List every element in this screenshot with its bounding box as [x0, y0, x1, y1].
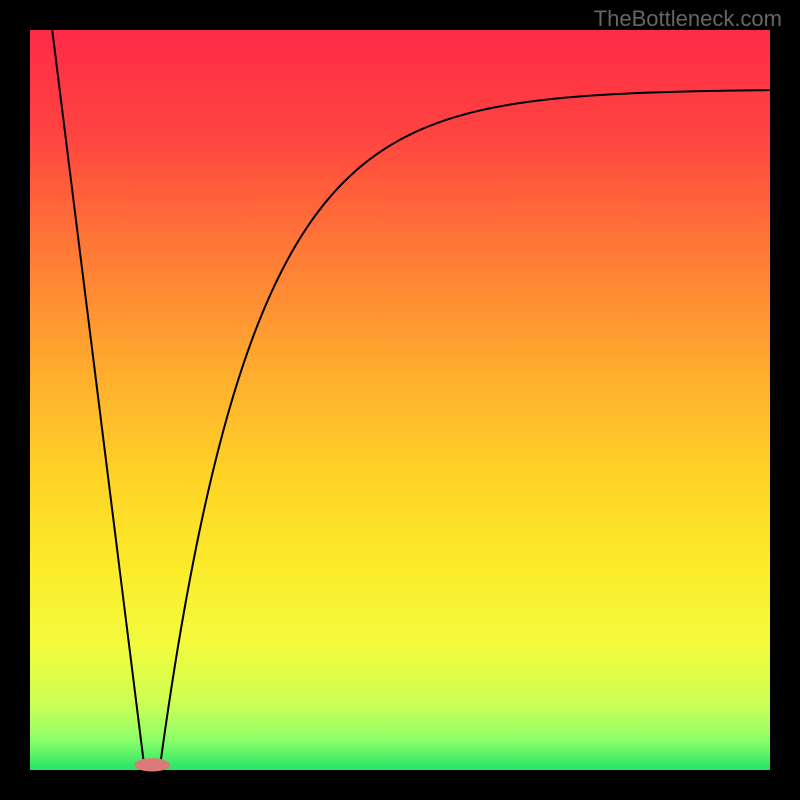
bottleneck-chart — [0, 0, 800, 800]
bottleneck-marker — [134, 758, 170, 771]
watermark-text: TheBottleneck.com — [594, 6, 782, 32]
chart-container: TheBottleneck.com — [0, 0, 800, 800]
plot-background — [30, 30, 770, 770]
